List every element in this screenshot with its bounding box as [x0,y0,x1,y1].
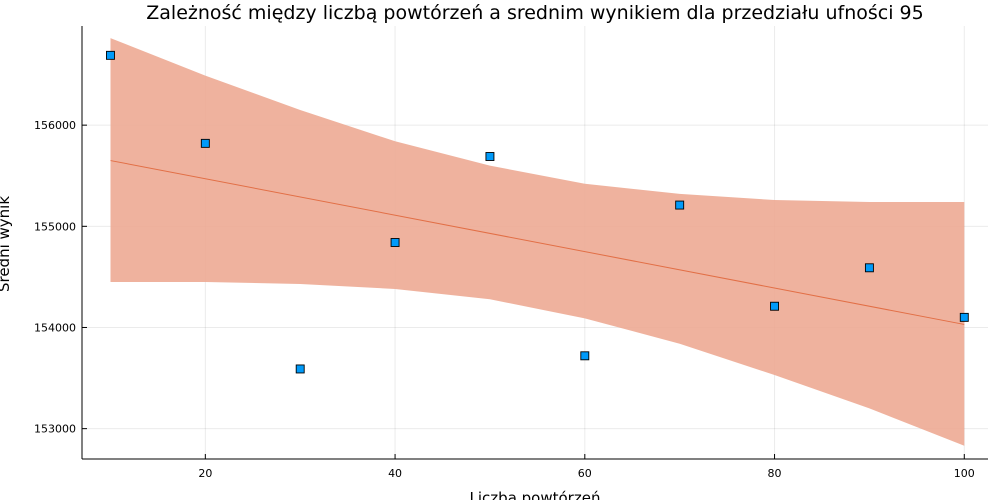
data-point [770,301,779,311]
data-point [864,263,874,273]
y-tick-label: 155000 [34,220,76,233]
x-axis-label: Liczba powtórzeń [470,489,601,500]
data-point [675,200,685,210]
y-axis-label: Średni wynik [0,196,13,292]
x-tick-label: 20 [198,467,212,480]
data-point [390,238,400,247]
data-point [106,50,115,60]
axes [81,26,988,460]
chart-title: Zależność między liczbą powtórzeń a sred… [146,2,923,24]
data-point [580,351,590,361]
data-point [200,138,210,148]
data-point [295,364,305,374]
trend-line [110,160,965,325]
x-tick-label: 100 [954,467,975,480]
x-tick-label: 80 [768,467,782,480]
x-tick-label: 60 [578,467,592,480]
x-tick-label: 40 [388,467,402,480]
y-tick-label: 154000 [34,321,76,334]
confidence-band [110,38,965,446]
data-point [485,152,495,161]
y-tick-label: 156000 [34,119,76,132]
data-point [959,312,969,322]
y-tick-label: 153000 [34,423,76,436]
tick-labels: 20 40 60 80 100 153000 154000 155000 156000 [34,119,975,480]
data-points [106,50,969,374]
